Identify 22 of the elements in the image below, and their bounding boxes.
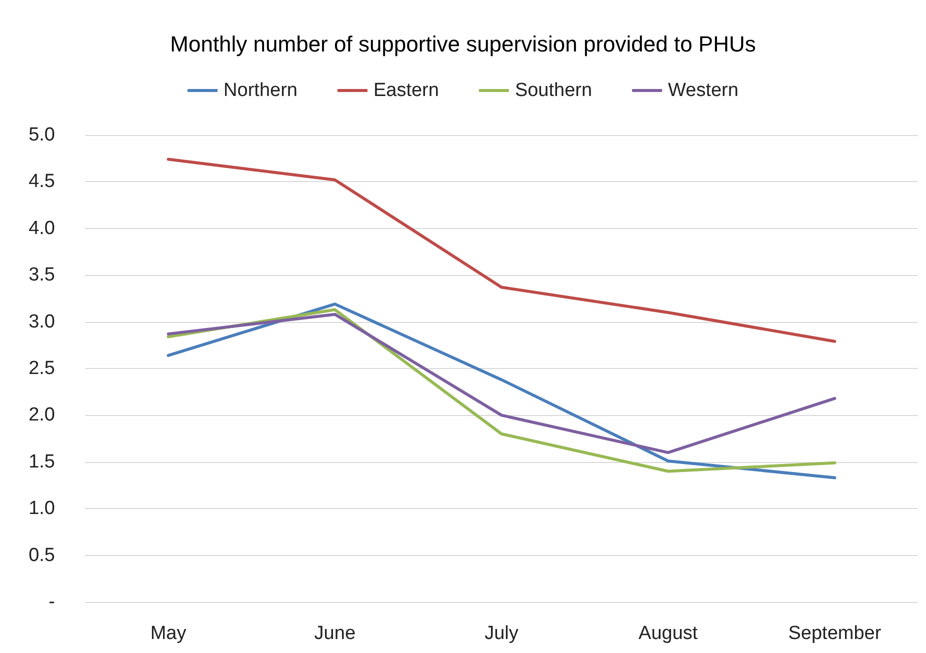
legend-label: Western bbox=[668, 80, 738, 101]
legend-label: Northern bbox=[224, 80, 298, 101]
y-tick-label: 1.5 bbox=[28, 451, 55, 472]
y-tick-label: - bbox=[48, 592, 55, 612]
line-series bbox=[166, 158, 836, 343]
y-tick-label: 3.5 bbox=[28, 264, 55, 286]
x-tick-label: May bbox=[150, 623, 187, 644]
x-tick-label: August bbox=[638, 623, 698, 644]
x-tick-label: September bbox=[788, 623, 882, 644]
y-tick-label: 1.0 bbox=[28, 498, 55, 520]
x-tick-label: June bbox=[314, 623, 356, 644]
y-tick-label: 0.5 bbox=[28, 544, 55, 566]
y-tick-label: 4.5 bbox=[28, 171, 55, 192]
x-tick-label: July bbox=[484, 623, 519, 644]
legend-label: Eastern bbox=[373, 80, 439, 101]
y-tick-label: 5.0 bbox=[28, 124, 55, 146]
legend-label: Southern bbox=[514, 80, 592, 101]
y-tick-label: 4.0 bbox=[28, 218, 55, 239]
chart-title: Monthly number of supportive supervision provided to PHUs bbox=[170, 32, 756, 56]
y-tick-label: 3.0 bbox=[28, 311, 55, 332]
y-tick-label: 2.0 bbox=[28, 404, 55, 426]
y-tick-label: 2.5 bbox=[28, 358, 55, 379]
